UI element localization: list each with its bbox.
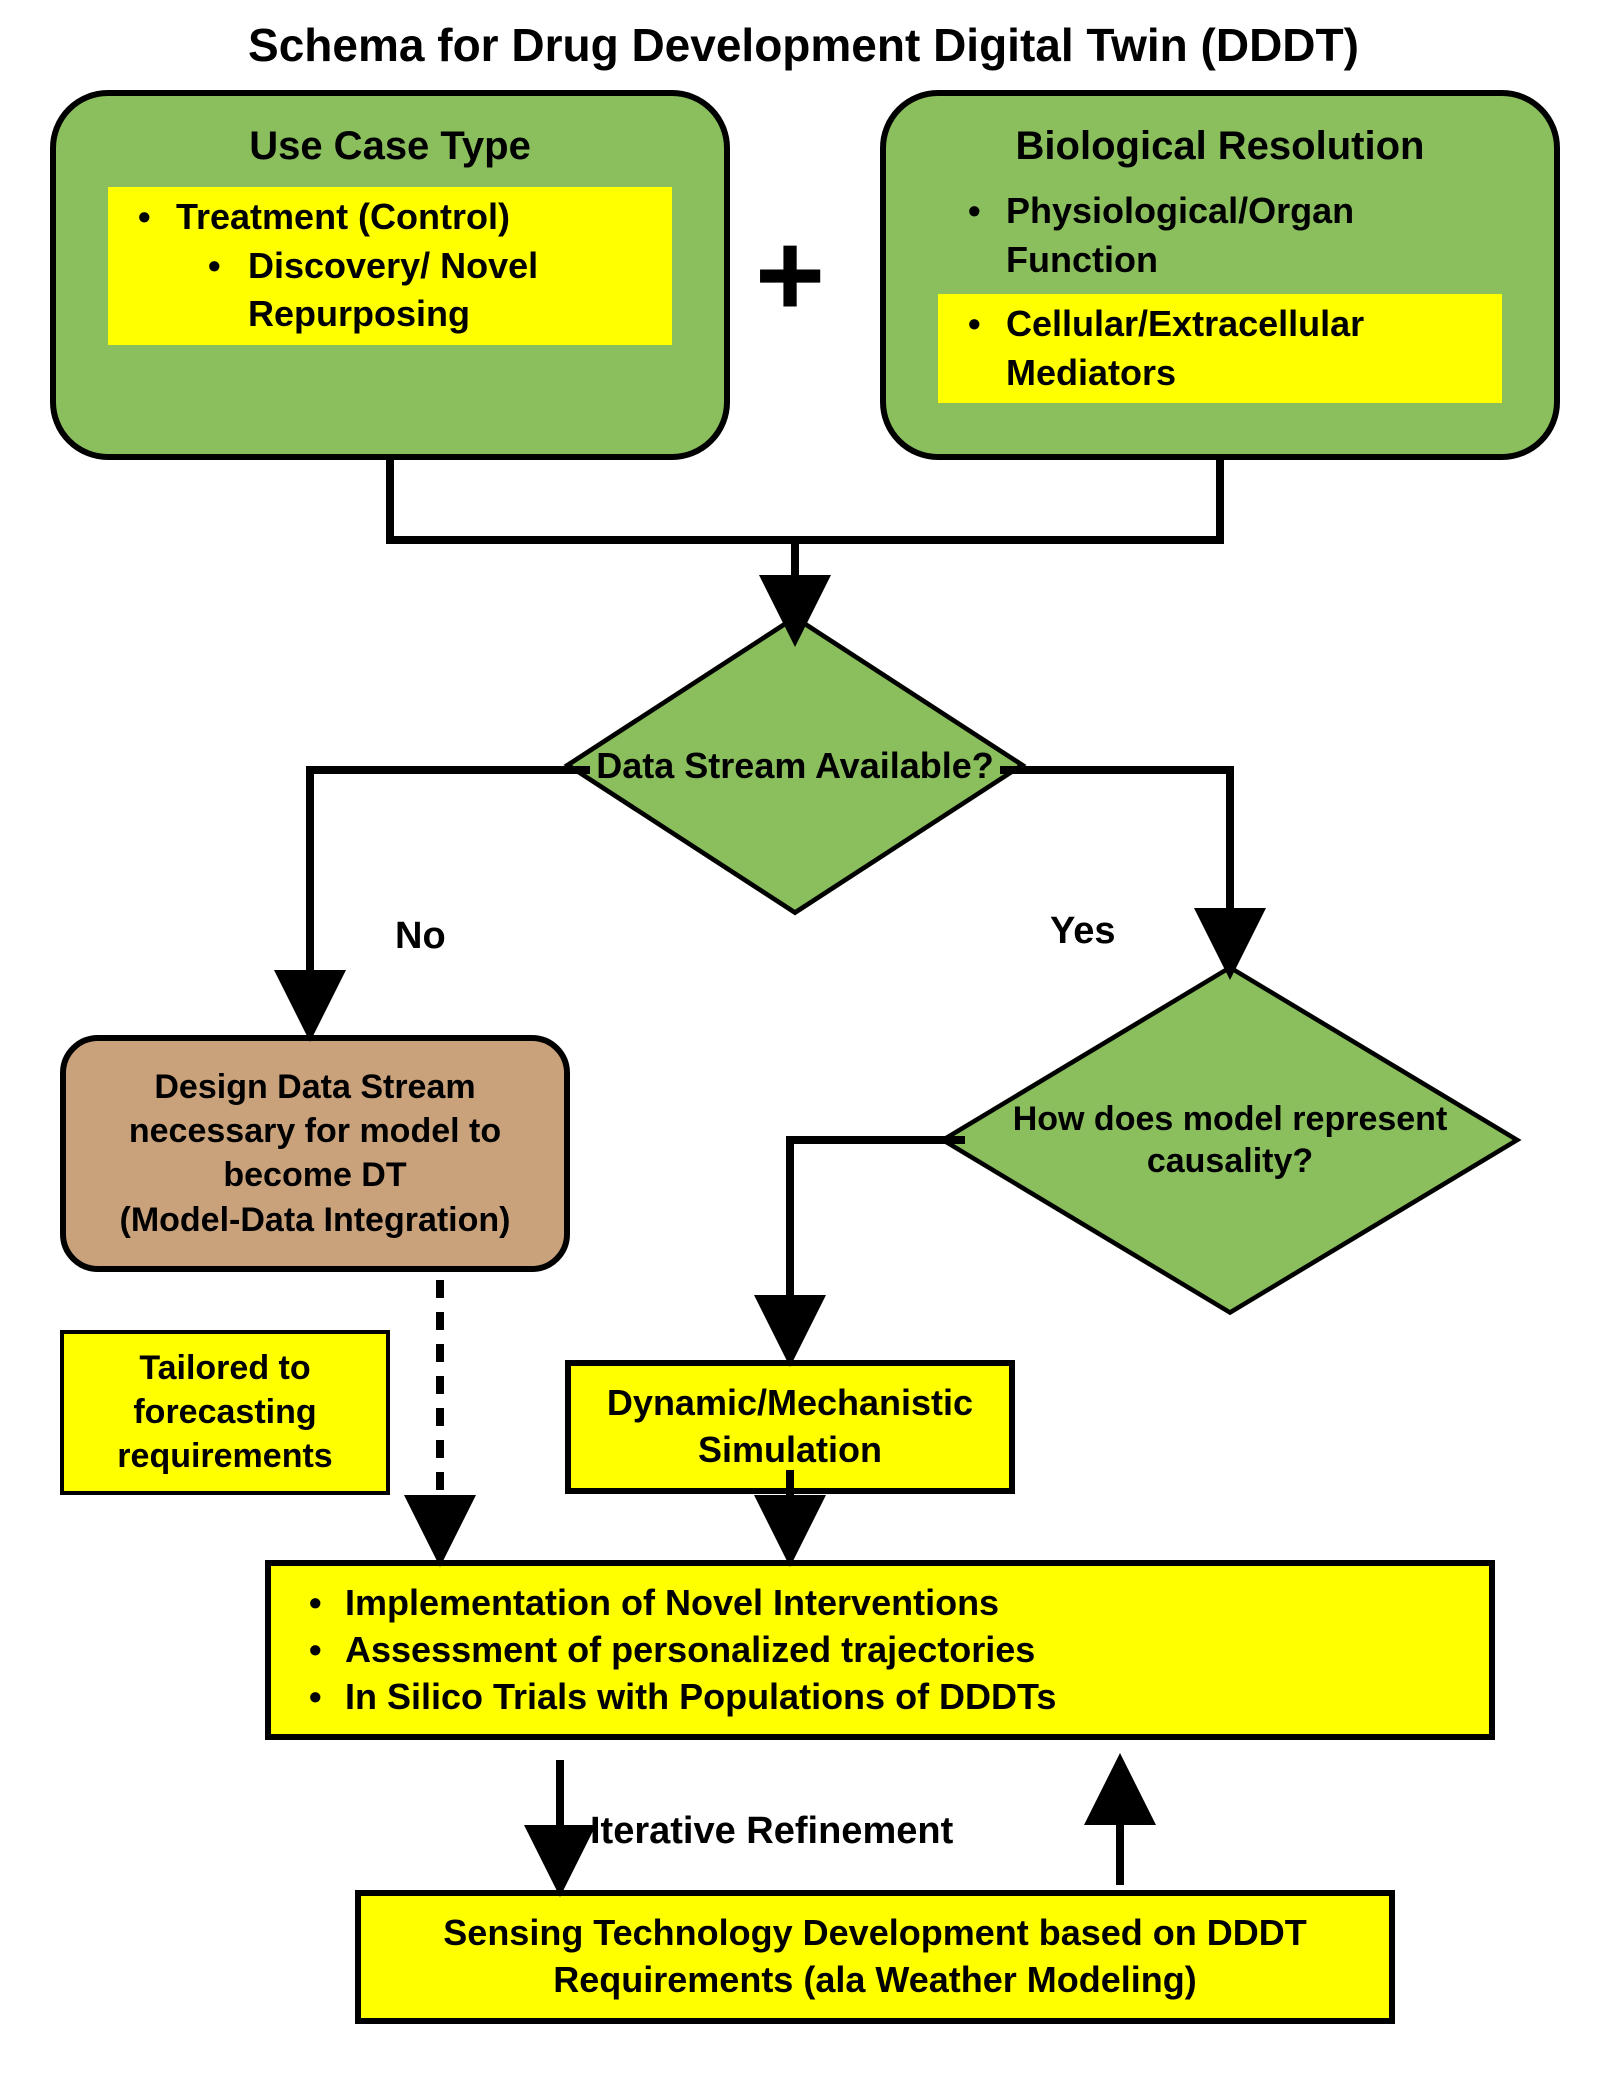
label-iterative: Iterative Refinement — [590, 1810, 953, 1853]
use-case-item-0: Treatment (Control) — [108, 193, 672, 242]
label-yes: Yes — [1050, 910, 1116, 953]
use-case-type-box: Use Case Type Treatment (Control) Discov… — [50, 90, 730, 460]
sensing-box: Sensing Technology Development based on … — [355, 1890, 1395, 2024]
bio-res-header: Biological Resolution — [910, 124, 1530, 169]
tailored-note: Tailored to forecasting requirements — [60, 1330, 390, 1495]
biological-resolution-box: Biological Resolution Physiological/Orga… — [880, 90, 1560, 460]
flowchart-canvas: Schema for Drug Development Digital Twin… — [0, 0, 1607, 2098]
design-data-stream-box: Design Data Stream necessary for model t… — [60, 1035, 570, 1272]
bio-res-item-1: Cellular/Extracellular Mediators — [938, 300, 1502, 397]
use-case-item-1: Discovery/ Novel Repurposing — [108, 242, 672, 339]
impl-item-2: In Silico Trials with Populations of DDD… — [289, 1674, 1471, 1721]
use-case-header: Use Case Type — [80, 124, 700, 169]
dynamic-mechanistic-box: Dynamic/Mechanistic Simulation — [565, 1360, 1015, 1494]
impl-item-0: Implementation of Novel Interventions — [289, 1580, 1471, 1627]
label-no: No — [395, 915, 446, 958]
impl-item-1: Assessment of personalized trajectories — [289, 1627, 1471, 1674]
implementation-box: Implementation of Novel Interventions As… — [265, 1560, 1495, 1740]
decision-causality: How does model represent causality? — [960, 975, 1500, 1305]
decision1-text: Data Stream Available? — [585, 640, 1005, 890]
plus-icon: + — [755, 215, 825, 335]
bio-res-item-0: Physiological/Organ Function — [938, 187, 1502, 284]
decision2-text: How does model represent causality? — [960, 975, 1500, 1305]
diagram-title: Schema for Drug Development Digital Twin… — [0, 18, 1607, 72]
decision-data-stream: Data Stream Available? — [585, 640, 1005, 890]
